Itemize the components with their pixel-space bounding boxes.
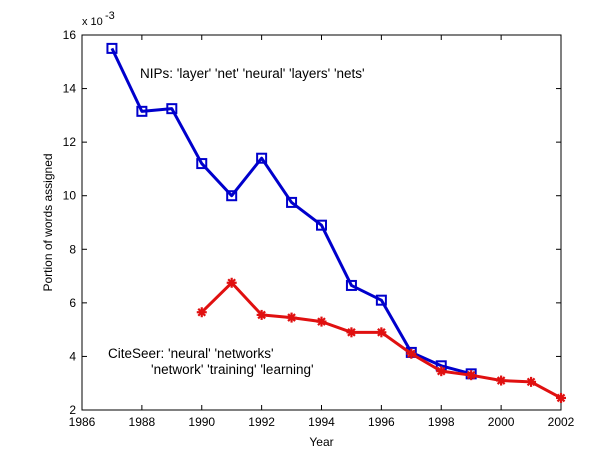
- x-tick-label: 1990: [188, 415, 215, 429]
- x-tick-label: 2002: [548, 415, 575, 429]
- plot-area: [81, 34, 562, 411]
- data-point-square: [316, 219, 327, 231]
- data-point-square: [286, 196, 298, 208]
- data-point-asterisk: [226, 277, 237, 288]
- data-point-asterisk: [256, 309, 267, 320]
- data-point-asterisk: [196, 307, 207, 318]
- y-tick-label: 14: [63, 82, 77, 96]
- citeseer-annotation-line2: 'network' 'training' 'learning': [151, 362, 314, 377]
- x-tick-label: 1996: [368, 415, 395, 429]
- axis-ticks: 1986 1988 1990 1992 1994 1996 1998 2000 2002 2 4 6 8…: [63, 28, 575, 429]
- data-point-asterisk: [466, 370, 477, 381]
- data-point-square: [375, 294, 387, 306]
- data-point-square: [166, 103, 178, 115]
- data-point-asterisk: [346, 327, 357, 338]
- y-tick-label: 12: [63, 135, 77, 149]
- citeseer-annotation-line1: CiteSeer: 'neural' 'networks': [108, 346, 274, 361]
- data-point-asterisk: [526, 376, 537, 387]
- data-point-square: [256, 152, 268, 164]
- y-multiplier-exponent: -3: [105, 10, 115, 22]
- data-point-square: [345, 279, 357, 291]
- series-layer: [106, 42, 566, 403]
- x-tick-label: 1992: [248, 415, 275, 429]
- y-tick-label: 6: [69, 296, 76, 310]
- data-point-square: [106, 42, 118, 54]
- x-tick-label: 1988: [129, 415, 156, 429]
- data-point-square: [226, 190, 238, 202]
- y-axis-label: Portion of words assigned: [41, 153, 55, 291]
- data-point-asterisk: [556, 392, 566, 403]
- y-tick-label: 16: [63, 28, 77, 42]
- y-tick-label: 8: [69, 242, 76, 256]
- data-point-asterisk: [436, 366, 447, 377]
- data-point-square: [136, 105, 148, 117]
- data-point-asterisk: [376, 327, 387, 338]
- x-tick-label: 1994: [308, 415, 335, 429]
- data-point-asterisk: [406, 348, 417, 359]
- x-tick-label: 2000: [488, 415, 515, 429]
- nips-annotation: NIPs: 'layer' 'net' 'neural' 'layers' 'n…: [140, 66, 365, 81]
- y-tick-label: 2: [69, 403, 76, 417]
- x-axis-label: Year: [309, 435, 333, 449]
- data-point-asterisk: [286, 312, 297, 323]
- y-multiplier-base: x 10: [82, 16, 103, 28]
- y-tick-label: 4: [69, 349, 76, 363]
- data-point-square: [196, 158, 208, 170]
- x-tick-label: 1986: [69, 415, 96, 429]
- data-point-asterisk: [316, 316, 327, 327]
- x-tick-label: 1998: [428, 415, 455, 429]
- data-point-asterisk: [496, 375, 507, 386]
- y-tick-label: 10: [63, 189, 77, 203]
